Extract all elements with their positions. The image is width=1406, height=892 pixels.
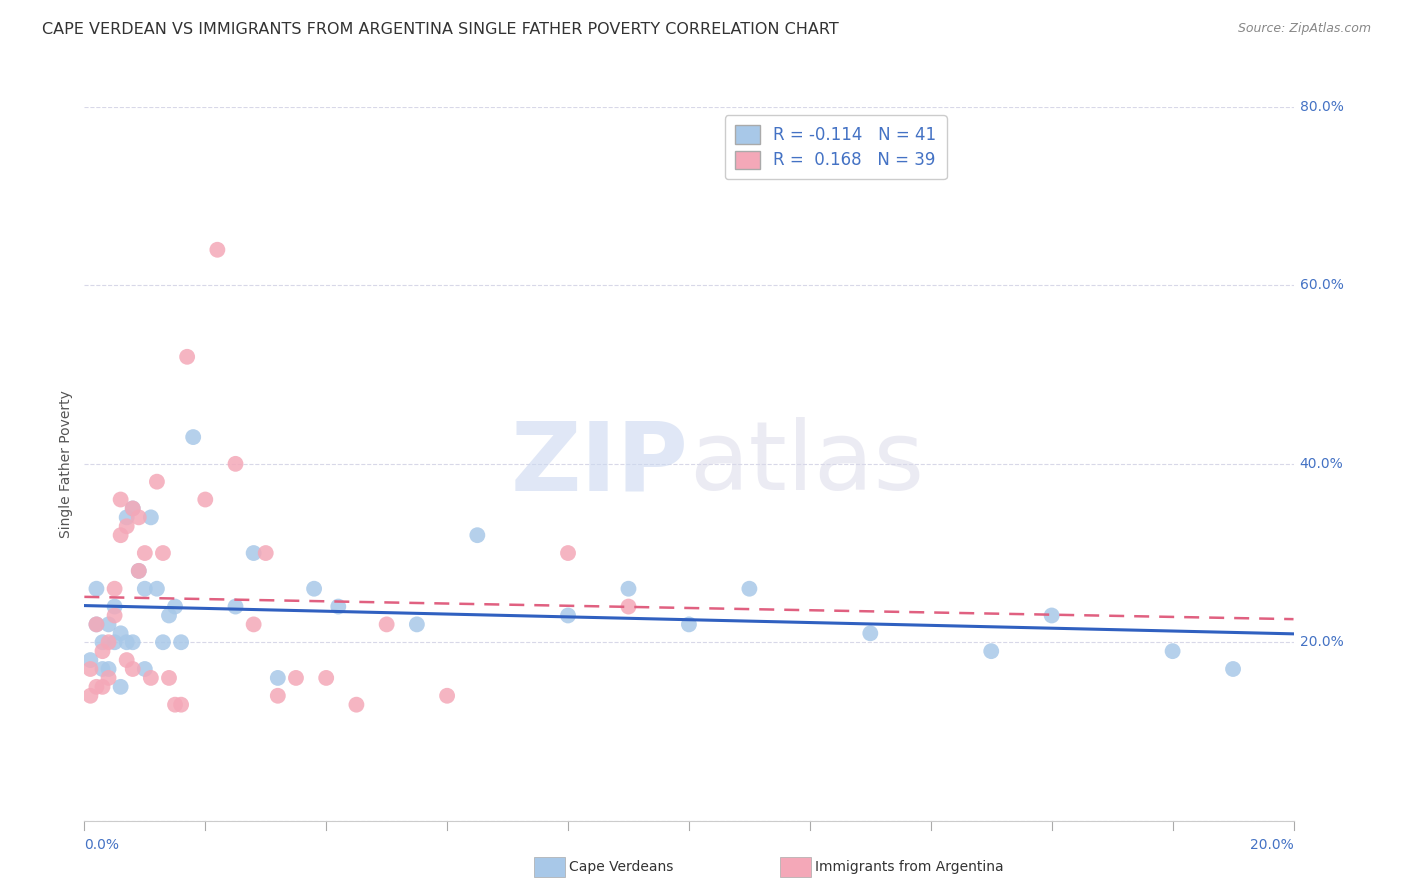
Point — [406, 617, 429, 632]
Point — [139, 671, 162, 685]
Point — [104, 599, 127, 614]
Text: CAPE VERDEAN VS IMMIGRANTS FROM ARGENTINA SINGLE FATHER POVERTY CORRELATION CHAR: CAPE VERDEAN VS IMMIGRANTS FROM ARGENTIN… — [42, 22, 839, 37]
Point — [181, 430, 204, 444]
Point — [146, 475, 169, 489]
Point — [128, 510, 150, 524]
Point — [115, 519, 138, 533]
Point — [115, 635, 138, 649]
Point — [557, 608, 579, 623]
Point — [110, 528, 132, 542]
Point — [1222, 662, 1244, 676]
Text: atlas: atlas — [689, 417, 924, 510]
Point — [139, 510, 162, 524]
Point — [79, 689, 101, 703]
Point — [467, 528, 489, 542]
Point — [225, 457, 247, 471]
Point — [97, 662, 120, 676]
Text: 20.0%: 20.0% — [1250, 838, 1294, 853]
Point — [194, 492, 217, 507]
Text: ZIP: ZIP — [510, 417, 689, 510]
Point — [1161, 644, 1184, 658]
Point — [115, 653, 138, 667]
Point — [170, 698, 193, 712]
Point — [157, 671, 180, 685]
Point — [254, 546, 277, 560]
Point — [242, 546, 264, 560]
Point — [170, 635, 193, 649]
Text: 80.0%: 80.0% — [1299, 100, 1344, 114]
Point — [738, 582, 761, 596]
Point — [86, 680, 108, 694]
Point — [207, 243, 229, 257]
Point — [91, 680, 114, 694]
Point — [146, 582, 169, 596]
Text: 0.0%: 0.0% — [84, 838, 120, 853]
Point — [97, 671, 120, 685]
Point — [91, 662, 114, 676]
Point — [242, 617, 264, 632]
Point — [97, 617, 120, 632]
Text: Source: ZipAtlas.com: Source: ZipAtlas.com — [1237, 22, 1371, 36]
Point — [557, 546, 579, 560]
Point — [1040, 608, 1063, 623]
Point — [617, 582, 640, 596]
Point — [152, 546, 174, 560]
Point — [79, 662, 101, 676]
Point — [617, 599, 640, 614]
Point — [97, 635, 120, 649]
Point — [110, 492, 132, 507]
Point — [121, 501, 143, 516]
Point — [152, 635, 174, 649]
Point — [163, 698, 186, 712]
Text: 20.0%: 20.0% — [1299, 635, 1343, 649]
Point — [115, 510, 138, 524]
Point — [86, 617, 108, 632]
Text: Cape Verdeans: Cape Verdeans — [569, 860, 673, 874]
Point — [121, 635, 143, 649]
Point — [121, 662, 143, 676]
Text: 40.0%: 40.0% — [1299, 457, 1343, 471]
Point — [91, 635, 114, 649]
Point — [134, 582, 156, 596]
Point — [267, 671, 290, 685]
Point — [436, 689, 458, 703]
Point — [134, 662, 156, 676]
Point — [859, 626, 882, 640]
Point — [267, 689, 290, 703]
Point — [128, 564, 150, 578]
Point — [163, 599, 186, 614]
Point — [980, 644, 1002, 658]
Point — [134, 546, 156, 560]
Text: Immigrants from Argentina: Immigrants from Argentina — [815, 860, 1004, 874]
Y-axis label: Single Father Poverty: Single Father Poverty — [59, 390, 73, 538]
Text: 60.0%: 60.0% — [1299, 278, 1344, 293]
Point — [328, 599, 350, 614]
Point — [302, 582, 325, 596]
Point — [110, 626, 132, 640]
Point — [128, 564, 150, 578]
Point — [110, 680, 132, 694]
Point — [375, 617, 398, 632]
Point — [315, 671, 337, 685]
Point — [104, 582, 127, 596]
Legend: R = -0.114   N = 41, R =  0.168   N = 39: R = -0.114 N = 41, R = 0.168 N = 39 — [725, 115, 946, 179]
Point — [86, 617, 108, 632]
Point — [678, 617, 700, 632]
Point — [284, 671, 308, 685]
Point — [104, 608, 127, 623]
Point — [121, 501, 143, 516]
Point — [104, 635, 127, 649]
Point — [86, 582, 108, 596]
Point — [91, 644, 114, 658]
Point — [157, 608, 180, 623]
Point — [346, 698, 368, 712]
Point — [176, 350, 198, 364]
Point — [225, 599, 247, 614]
Point — [79, 653, 101, 667]
